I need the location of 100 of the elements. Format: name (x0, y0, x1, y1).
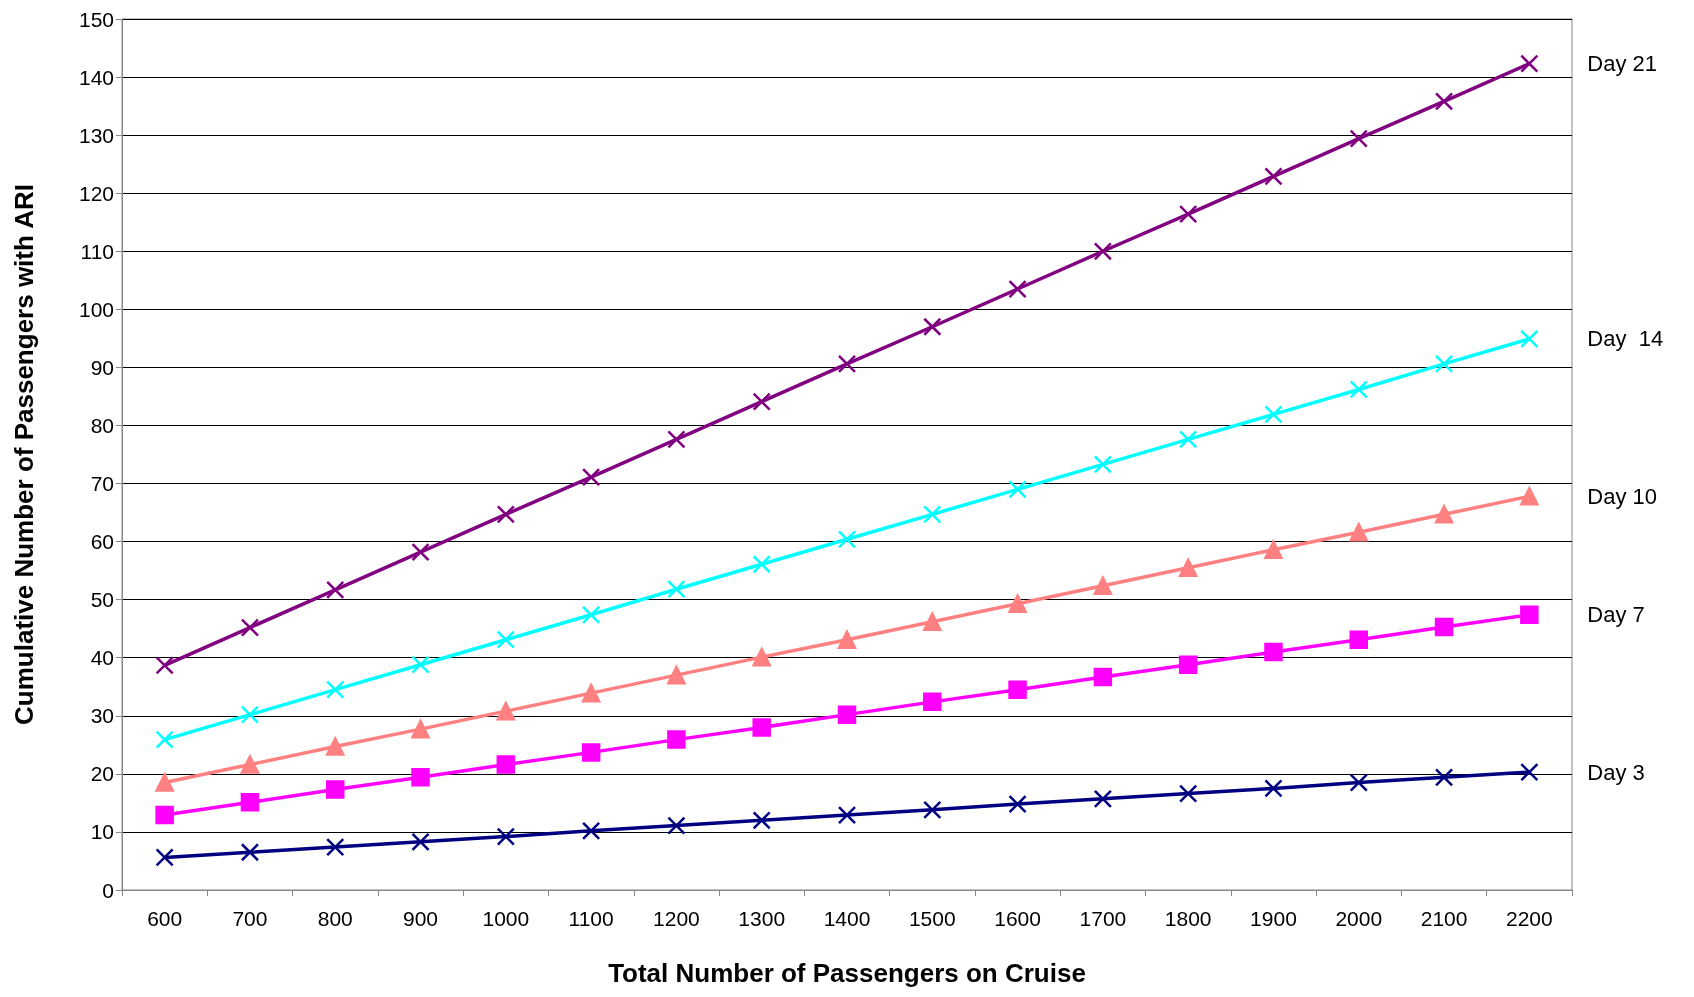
point (837, 705, 857, 724)
y-tick-label: 30 (90, 704, 114, 728)
point (1264, 642, 1283, 662)
point (1093, 667, 1113, 687)
point (1008, 594, 1027, 613)
point (752, 555, 771, 574)
point (1008, 794, 1027, 814)
text: Day 10 (1587, 483, 1658, 509)
point (837, 805, 857, 825)
point (923, 612, 942, 631)
point (240, 755, 260, 774)
point (1349, 630, 1369, 649)
y-tick-label: 100 (78, 297, 114, 321)
point (496, 630, 516, 649)
x-tick-label: 1400 (823, 907, 871, 930)
point (1520, 487, 1539, 506)
point (1349, 380, 1369, 399)
y-tick-label: 90 (90, 355, 114, 379)
point (155, 773, 174, 792)
text: Day 3 (1587, 759, 1645, 785)
point (240, 793, 260, 812)
point (496, 701, 516, 721)
point (581, 467, 601, 487)
point (1093, 789, 1113, 809)
x-tick-label: 1100 (568, 907, 614, 930)
x-tick-label: 1700 (1079, 907, 1127, 930)
point (837, 530, 857, 549)
point (667, 665, 686, 685)
point (411, 542, 430, 562)
x-tick-label: 2100 (1420, 907, 1468, 930)
x-tick-label: 1600 (994, 907, 1041, 930)
y-tick-label: 80 (90, 413, 114, 437)
point (837, 630, 857, 649)
point (923, 692, 942, 712)
point (923, 505, 942, 524)
point (1349, 773, 1369, 792)
point (1520, 329, 1539, 349)
point (752, 392, 771, 411)
point (1093, 455, 1113, 474)
y-tick-label: 40 (90, 646, 114, 670)
point (411, 768, 430, 787)
point (155, 730, 174, 749)
point (752, 718, 771, 737)
point (667, 579, 686, 599)
text: Day 14 (1587, 326, 1664, 352)
x-axis-title: Total Number of Passengers on Cruise (608, 958, 1086, 988)
x-tick-label: 1900 (1250, 907, 1297, 930)
x-tick-label: 1500 (908, 907, 956, 930)
x-tick-label: 2200 (1505, 907, 1553, 930)
point (325, 737, 345, 756)
y-tick-label: 10 (90, 820, 114, 844)
x-tick-label: 1200 (653, 907, 700, 930)
point (1520, 605, 1539, 625)
point (1434, 505, 1454, 524)
point (581, 683, 601, 703)
point (581, 743, 601, 762)
y-tick-label: 140 (78, 65, 114, 89)
point (581, 821, 601, 841)
point (1434, 354, 1454, 374)
point (155, 656, 174, 675)
y-axis-title: Cumulative Number of Passengers with ARI (9, 184, 39, 725)
point (1178, 430, 1198, 449)
point (325, 837, 345, 857)
point (1093, 242, 1113, 261)
point (496, 755, 516, 774)
point (1178, 204, 1198, 224)
point (1264, 167, 1283, 186)
point (1349, 523, 1369, 542)
point (411, 832, 430, 852)
point (752, 647, 771, 667)
point (752, 811, 771, 830)
text: Day 21 (1587, 51, 1658, 77)
point (923, 317, 942, 336)
y-tick-label: 70 (90, 472, 114, 496)
y-tick-label: 60 (90, 530, 114, 554)
y-tick-label: 120 (78, 181, 114, 205)
point (1349, 129, 1369, 148)
y-tick-label: 130 (78, 123, 114, 147)
x-tick-label: 1000 (482, 907, 530, 930)
y-tick-label: 50 (90, 588, 114, 612)
point (1520, 762, 1539, 782)
point (1264, 405, 1283, 424)
point (155, 805, 174, 825)
point (1008, 279, 1027, 299)
point (411, 719, 430, 739)
point (325, 680, 345, 699)
point (1178, 558, 1198, 577)
point (667, 730, 686, 749)
x-tick-label: 2000 (1335, 907, 1383, 930)
point (240, 705, 260, 724)
point (1434, 617, 1454, 637)
x-tick-label: 800 (317, 907, 353, 930)
point (1434, 92, 1454, 111)
point (1008, 480, 1027, 499)
point (1434, 768, 1454, 787)
point (496, 827, 516, 846)
point (923, 800, 942, 820)
point (325, 780, 345, 799)
point (411, 655, 430, 674)
y-tick-label: 0 (102, 878, 114, 902)
